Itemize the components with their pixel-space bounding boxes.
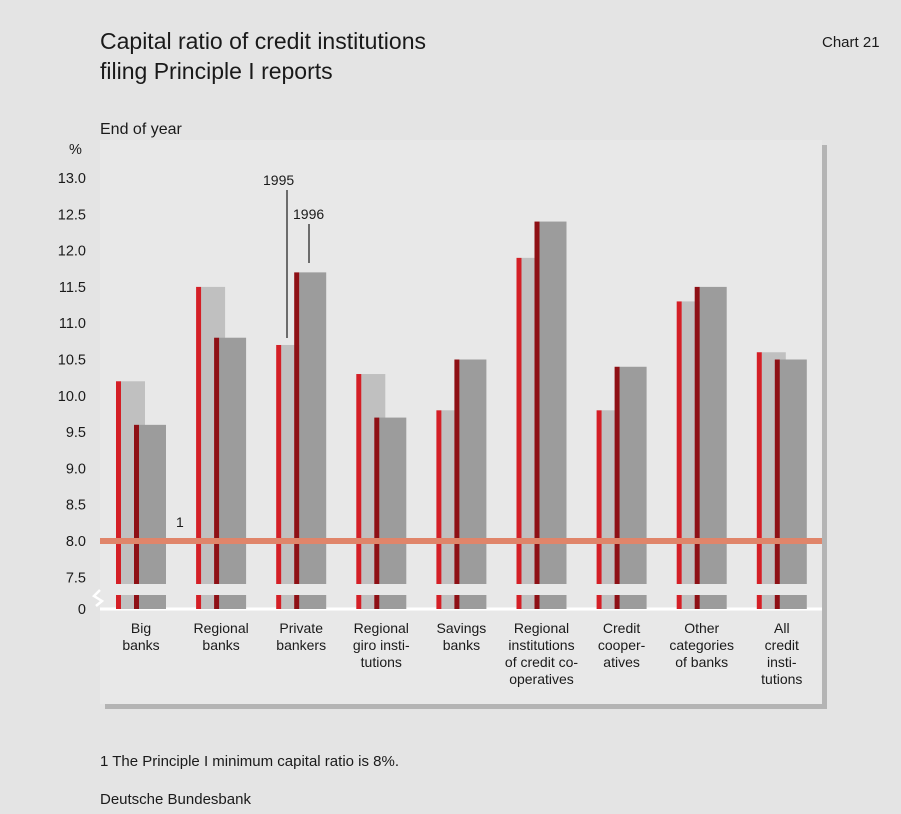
category-label: giro insti- <box>353 637 410 653</box>
bar-1996 <box>294 272 300 609</box>
category-label: cooper- <box>598 637 646 653</box>
chart-title-line-1: Capital ratio of credit institutions <box>100 28 426 54</box>
chart-number: Chart 21 <box>822 34 880 51</box>
bar-1995 <box>596 410 602 609</box>
reference-line-label: 1 <box>176 514 184 530</box>
y-tick-label: 13.0 <box>58 171 86 187</box>
category-label: Regional <box>514 620 569 636</box>
bar-1996-grey <box>539 221 567 609</box>
category-label: insti- <box>767 654 797 670</box>
y-tick-label: 11.5 <box>59 280 86 296</box>
axis-break-band <box>100 584 822 595</box>
category-label: credit <box>765 637 799 653</box>
chart-title-line-2: filing Principle I reports <box>100 58 333 84</box>
category-label: tutions <box>361 654 402 670</box>
y-tick-label: 12.5 <box>58 207 86 223</box>
category-label: banks <box>443 637 480 653</box>
bar-1995 <box>276 344 282 609</box>
bar-1996 <box>214 337 220 609</box>
bar-1996-grey <box>139 424 166 609</box>
source: Deutsche Bundesbank <box>100 791 251 808</box>
category-label: Big <box>131 620 151 636</box>
annotation-1996: 1996 <box>293 206 324 222</box>
bar-1995 <box>436 410 442 609</box>
category-label: Other <box>684 620 719 636</box>
category-label: categories <box>669 637 734 653</box>
category-label: of banks <box>675 654 728 670</box>
annotation-1995: 1995 <box>263 172 294 188</box>
category-label: Savings <box>436 620 486 636</box>
bar-1996 <box>134 424 139 609</box>
y-tick-label: 8.0 <box>66 534 86 550</box>
y-tick-label: 0 <box>78 602 86 618</box>
bar-1996-grey <box>459 359 487 609</box>
category-label: atives <box>603 654 640 670</box>
bar-1995 <box>116 381 121 609</box>
bar-1996 <box>374 417 380 609</box>
y-tick-label: 9.0 <box>66 461 86 477</box>
y-tick-label: 11.0 <box>59 316 86 332</box>
category-label: Regional <box>354 620 409 636</box>
category-label: Regional <box>193 620 248 636</box>
category-label: banks <box>122 637 159 653</box>
bar-1995 <box>356 374 362 609</box>
bar-1996 <box>454 359 460 609</box>
category-label: banks <box>202 637 239 653</box>
bar-1996-grey <box>219 337 247 609</box>
bar-1996-grey <box>379 417 407 609</box>
bar-1995 <box>196 286 202 609</box>
bar-1995 <box>516 257 522 609</box>
footnote: 1 The Principle I minimum capital ratio … <box>100 753 399 770</box>
bar-1996-grey <box>779 359 807 609</box>
y-tick-label: 7.5 <box>66 570 86 586</box>
category-label: institutions <box>508 637 574 653</box>
bar-1995 <box>756 352 762 609</box>
category-label: Credit <box>603 620 640 636</box>
bar-1996 <box>694 286 700 609</box>
category-labels: BigbanksRegionalbanksPrivatebankersRegio… <box>122 620 802 687</box>
category-label: All <box>774 620 790 636</box>
bar-1996-grey <box>299 272 327 609</box>
category-label: bankers <box>276 637 326 653</box>
bar-1996 <box>534 221 540 609</box>
bar-1996 <box>614 366 620 609</box>
y-tick-label: 9.5 <box>66 425 86 441</box>
bar-1995 <box>676 301 682 609</box>
y-tick-label: 8.5 <box>66 498 86 514</box>
axis-break-symbol <box>92 589 105 607</box>
bar-1996 <box>774 359 780 609</box>
y-tick-label: 12.0 <box>58 244 86 260</box>
category-label: operatives <box>509 671 574 687</box>
y-tick-label: 10.5 <box>58 353 86 369</box>
category-label: tutions <box>761 671 802 687</box>
bars <box>100 221 822 609</box>
bar-1996-grey <box>699 286 727 609</box>
category-label: Private <box>279 620 323 636</box>
y-tick-label: 10.0 <box>58 389 86 405</box>
category-label: of credit co- <box>505 654 578 670</box>
y-axis-unit: % <box>69 142 82 158</box>
bar-1996-grey <box>619 366 647 609</box>
chart-subtitle: End of year <box>100 121 183 138</box>
y-axis-ticks: 13.0 12.5 12.0 11.5 11.0 10.5 10.0 9.5 9.0 8.5 8.0… <box>58 171 86 618</box>
